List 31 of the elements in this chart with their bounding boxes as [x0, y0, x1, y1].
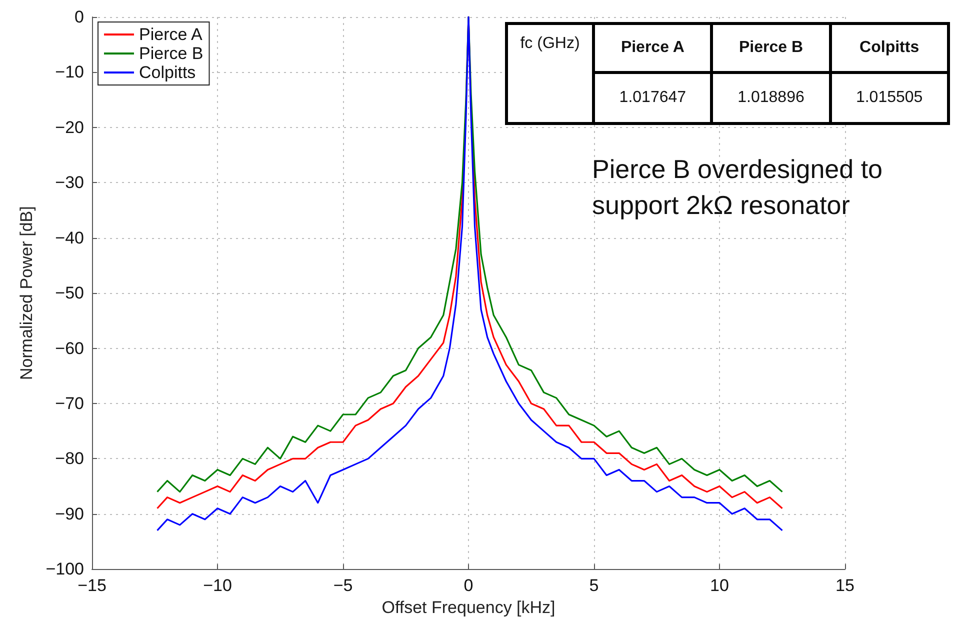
y-tick-label: −80: [55, 449, 84, 468]
x-tick-label: −10: [203, 576, 232, 596]
x-tick-label: 0: [464, 576, 474, 596]
annotation: 1.018896: [712, 72, 830, 124]
text: 1.015505: [856, 89, 923, 106]
x-axis-title: Offset Frequency [kHz]: [382, 598, 556, 617]
y-tick-label: −50: [55, 284, 84, 303]
text: Colpitts: [860, 39, 920, 56]
legend-label: Colpitts: [139, 63, 196, 82]
y-axis-title: Normalized Power [dB]: [16, 206, 36, 380]
legend-label: Pierce A: [139, 25, 203, 44]
y-tick-label: −60: [55, 338, 84, 358]
annotation: Pierce A: [594, 24, 712, 72]
y-tick-label: −20: [55, 118, 84, 137]
y-tick-label: −90: [55, 504, 84, 524]
annotation: Pierce B: [712, 24, 830, 72]
x-tick-label: −5: [333, 576, 353, 596]
y-tick-label: −70: [55, 394, 84, 413]
x-tick-label: 5: [589, 576, 599, 596]
legend-label: Pierce B: [139, 44, 204, 63]
annotation: 1.017647: [594, 72, 712, 124]
x-tick-label: −15: [78, 576, 106, 596]
y-tick-label: −100: [46, 560, 84, 579]
y-tick-label: −10: [55, 62, 84, 82]
y-tick-label: −30: [55, 173, 84, 192]
annotation: Pierce B overdesigned to support 2kΩ resonator: [592, 153, 884, 222]
y-tick-label: −40: [55, 228, 84, 248]
y-tick-label: 0: [74, 8, 84, 26]
x-tick-label: 10: [710, 576, 729, 596]
x-tick-label: 15: [836, 576, 854, 596]
annotation: fc (GHz): [506, 24, 594, 124]
